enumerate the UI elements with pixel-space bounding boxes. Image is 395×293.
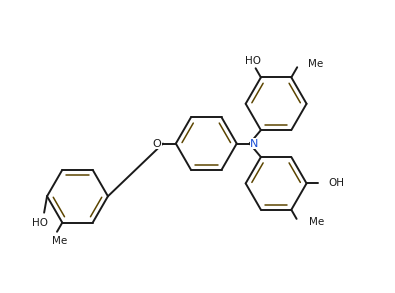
Text: HO: HO <box>245 56 261 66</box>
Text: OH: OH <box>329 178 345 188</box>
Text: O: O <box>153 139 162 149</box>
Text: Me: Me <box>52 236 68 246</box>
Text: N: N <box>250 139 258 149</box>
Text: O: O <box>153 139 162 149</box>
Text: Me: Me <box>309 217 325 227</box>
Text: Me: Me <box>308 59 323 69</box>
Text: HO: HO <box>32 218 48 228</box>
